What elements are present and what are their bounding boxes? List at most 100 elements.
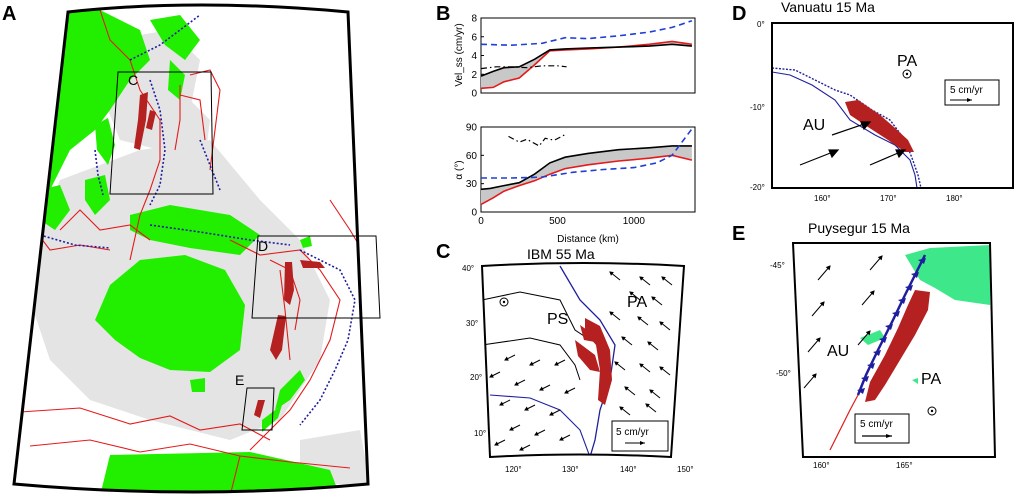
- series-black-1: [480, 145, 692, 191]
- ytick-d-1: -10°: [750, 103, 765, 112]
- xtick-d-2: 180°: [946, 194, 963, 203]
- chart-alpha-frame: [480, 126, 696, 213]
- map-frame-a: [12, 3, 370, 494]
- xtick-b-1000: 1000: [623, 216, 646, 227]
- y-axis-label-alpha: α (°): [454, 160, 465, 179]
- velocity-arrows-d: [799, 121, 907, 166]
- xtick-c-1: 130°: [562, 465, 579, 474]
- plate-label-au-d: AU: [803, 117, 825, 134]
- plate-label-pa-e: PA: [921, 371, 941, 388]
- trench-teeth-e: [857, 258, 926, 394]
- ytick-e-0: -45°: [770, 261, 785, 270]
- land-e: [905, 245, 990, 305]
- velocity-arrows-e: [803, 255, 883, 389]
- pole-marker-e: [927, 406, 937, 416]
- ytick-c-0: 40°: [462, 264, 474, 273]
- ticks-e: 160° 165° -45° -50°: [770, 261, 913, 470]
- pole-marker-d: [902, 69, 912, 79]
- region-box-e[interactable]: [241, 387, 275, 431]
- panel-d: D Vanuatu 15 Ma PA AU 5 cm/yr 160° 170° …: [732, 0, 1014, 203]
- pole-marker-c: [499, 297, 509, 307]
- panel-label-b: B: [436, 3, 450, 25]
- panel-e-title: Puysegur 15 Ma: [808, 220, 910, 236]
- slab-d: [845, 100, 914, 152]
- x-axis-label-distance: Distance (km): [557, 234, 619, 245]
- xtick-d-1: 170°: [880, 194, 897, 203]
- plate-boundaries: [19, 9, 368, 492]
- panel-d-title: Vanuatu 15 Ma: [781, 0, 875, 15]
- map-frame-c: [480, 262, 686, 459]
- panel-label-c: C: [436, 241, 450, 263]
- region-box-c[interactable]: [109, 71, 214, 195]
- series-black-dashdot-1: [508, 134, 566, 147]
- region-boxes: [109, 71, 381, 431]
- series-red-0: [480, 40, 693, 90]
- series-black-0: [480, 43, 692, 77]
- ytick-b-0-4: 4: [471, 51, 477, 62]
- ytick-d-0: 0°: [757, 20, 765, 29]
- ytick-b-1-90: 90: [466, 123, 478, 134]
- y-axis-label-velocity: Vel_ss (cm/yr): [454, 23, 465, 86]
- xtick-c-3: 150°: [677, 465, 694, 474]
- panel-c-title: IBM 55 Ma: [527, 246, 595, 262]
- region-label-c: C: [128, 72, 138, 88]
- xtick-c-0: 120°: [505, 465, 522, 474]
- xtick-b-500: 500: [549, 216, 566, 227]
- chart-alpha: 0 30 60 90 0 500 1000 α (°) Distance (km): [454, 123, 696, 245]
- panel-label-e: E: [732, 223, 745, 245]
- panel-label-a: A: [2, 3, 16, 25]
- xtick-c-2: 140°: [620, 465, 637, 474]
- ytick-b-0-8: 8: [471, 14, 477, 25]
- ytick-b-0-6: 6: [471, 32, 477, 43]
- scale-label-d: 5 cm/yr: [950, 85, 983, 96]
- ytick-b-1-0: 0: [471, 208, 477, 219]
- subduction-zones: [39, 14, 356, 426]
- scale-box-c: [611, 420, 669, 452]
- velocity-arrows-c: [489, 271, 673, 451]
- xtick-b-0: 0: [478, 216, 484, 227]
- scale-box-d: [944, 79, 1000, 106]
- slab-outlines-a: [134, 92, 325, 418]
- ytick-b-0-0: 0: [471, 89, 477, 100]
- ytick-b-0-2: 2: [471, 70, 477, 81]
- scale-label-c: 5 cm/yr: [616, 427, 649, 438]
- series-black-dashdot-0: [480, 65, 567, 70]
- series-blue-dashed-1: [481, 128, 693, 179]
- slab-e: [865, 290, 930, 402]
- slab-c: [575, 318, 612, 405]
- region-label-d: D: [258, 238, 268, 254]
- plate-label-pa-d: PA: [897, 53, 917, 70]
- plate-label-pa-c: PA: [627, 294, 647, 311]
- plate-label-au-e: AU: [827, 343, 849, 360]
- map-a: [14, 5, 368, 492]
- panel-label-d: D: [732, 3, 746, 25]
- ticks-c: 120° 130° 140° 150° 40° 30° 20° 10°: [462, 264, 694, 474]
- scale-box-e: [854, 413, 910, 444]
- region-label-e: E: [235, 372, 244, 388]
- panel-a: A: [2, 3, 381, 494]
- chart-velocity: 0 2 4 6 8 Vel_ss (cm/yr): [454, 14, 696, 100]
- plate-label-ps: PS: [547, 311, 568, 328]
- map-frame-d: [771, 22, 1014, 189]
- series-blue-dashed-0: [480, 20, 693, 47]
- ytick-d-2: -20°: [750, 183, 765, 192]
- series-red-1: [480, 154, 693, 206]
- xtick-e-1: 165°: [896, 461, 913, 470]
- region-box-d[interactable]: [251, 235, 381, 319]
- ytick-c-1: 30°: [466, 319, 478, 328]
- panel-b: B 0 2 4 6 8 Vel_ss (cm/yr) 0 30 60 90 0 500 1000 …: [436, 3, 696, 245]
- ytick-b-1-30: 30: [466, 179, 478, 190]
- panel-c: C IBM 55 Ma PS PA 5 cm/yr: [436, 241, 694, 474]
- ytick-c-3: 10°: [474, 429, 486, 438]
- map-frame-e: [791, 242, 997, 458]
- xtick-e-0: 160°: [813, 461, 830, 470]
- ytick-c-2: 20°: [470, 373, 482, 382]
- ytick-b-1-60: 60: [466, 151, 478, 162]
- australia-landmass: [95, 255, 245, 372]
- ytick-e-1: -50°: [776, 369, 791, 378]
- alpha-band: [481, 145, 692, 205]
- xtick-d-0: 160°: [814, 194, 831, 203]
- ticks-d: 160° 170° 180° 0° -10° -20°: [750, 20, 963, 203]
- panel-e: E Puysegur 15 Ma AU PA 5 cm/yr 160° 165°…: [732, 220, 997, 470]
- scale-label-e: 5 cm/yr: [860, 419, 893, 430]
